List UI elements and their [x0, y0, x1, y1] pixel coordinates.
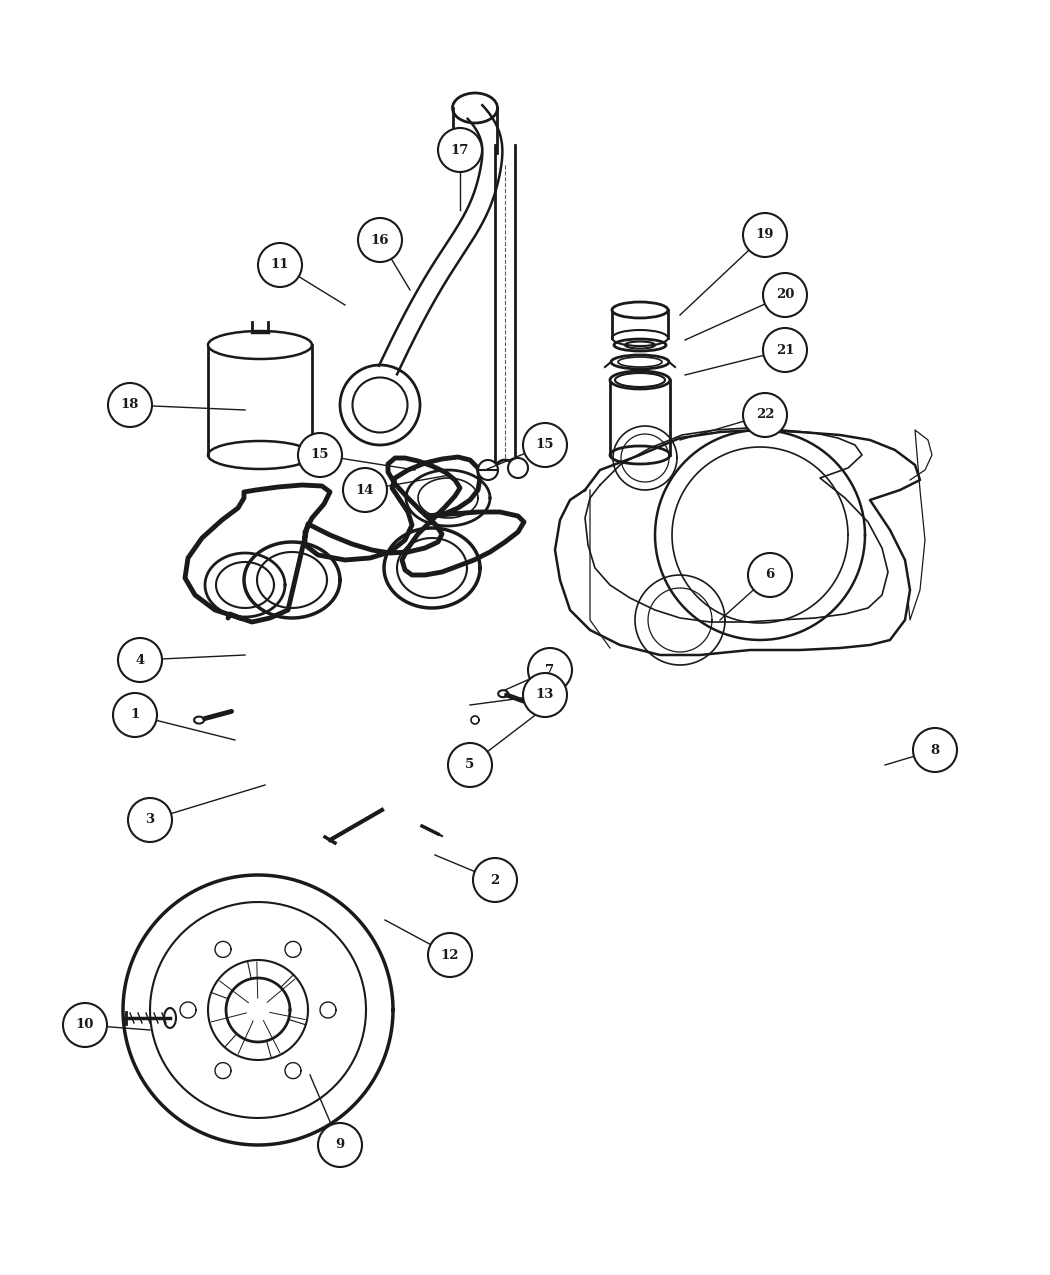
- Circle shape: [358, 218, 402, 261]
- Circle shape: [258, 244, 302, 287]
- Circle shape: [428, 933, 472, 977]
- Circle shape: [128, 798, 172, 842]
- Circle shape: [528, 648, 572, 692]
- Text: 14: 14: [356, 483, 374, 496]
- Circle shape: [113, 694, 158, 737]
- Text: 13: 13: [536, 688, 554, 701]
- Ellipse shape: [610, 371, 670, 389]
- Text: 11: 11: [271, 259, 289, 272]
- Text: 15: 15: [311, 449, 330, 462]
- Circle shape: [472, 858, 517, 901]
- Text: 5: 5: [465, 759, 475, 771]
- Text: 17: 17: [450, 144, 469, 157]
- Circle shape: [763, 328, 807, 372]
- Text: 3: 3: [146, 813, 154, 826]
- Circle shape: [448, 743, 492, 787]
- Text: 1: 1: [130, 709, 140, 722]
- Text: 4: 4: [135, 654, 145, 667]
- Circle shape: [763, 273, 807, 317]
- Text: 18: 18: [121, 399, 140, 412]
- Circle shape: [523, 673, 567, 717]
- Text: 10: 10: [76, 1019, 94, 1031]
- Circle shape: [118, 638, 162, 682]
- Text: 8: 8: [930, 743, 940, 756]
- Text: 22: 22: [756, 408, 774, 422]
- Circle shape: [748, 553, 792, 597]
- Text: 20: 20: [776, 288, 794, 301]
- Ellipse shape: [612, 302, 668, 317]
- Circle shape: [743, 393, 788, 437]
- Text: 7: 7: [545, 663, 554, 677]
- Text: 21: 21: [776, 343, 794, 357]
- Text: 2: 2: [490, 873, 500, 886]
- Text: 12: 12: [441, 949, 459, 961]
- Circle shape: [438, 128, 482, 172]
- Ellipse shape: [208, 332, 312, 360]
- Text: 9: 9: [335, 1139, 344, 1151]
- Text: 15: 15: [536, 439, 554, 451]
- Circle shape: [318, 1123, 362, 1167]
- Text: 19: 19: [756, 228, 774, 241]
- Circle shape: [63, 1003, 107, 1047]
- Circle shape: [523, 423, 567, 467]
- Circle shape: [508, 458, 528, 478]
- Circle shape: [343, 468, 387, 513]
- Circle shape: [478, 460, 498, 479]
- Circle shape: [108, 382, 152, 427]
- Circle shape: [914, 728, 957, 771]
- Circle shape: [298, 434, 342, 477]
- Text: 6: 6: [765, 569, 775, 581]
- Text: 16: 16: [371, 233, 390, 246]
- Circle shape: [743, 213, 788, 258]
